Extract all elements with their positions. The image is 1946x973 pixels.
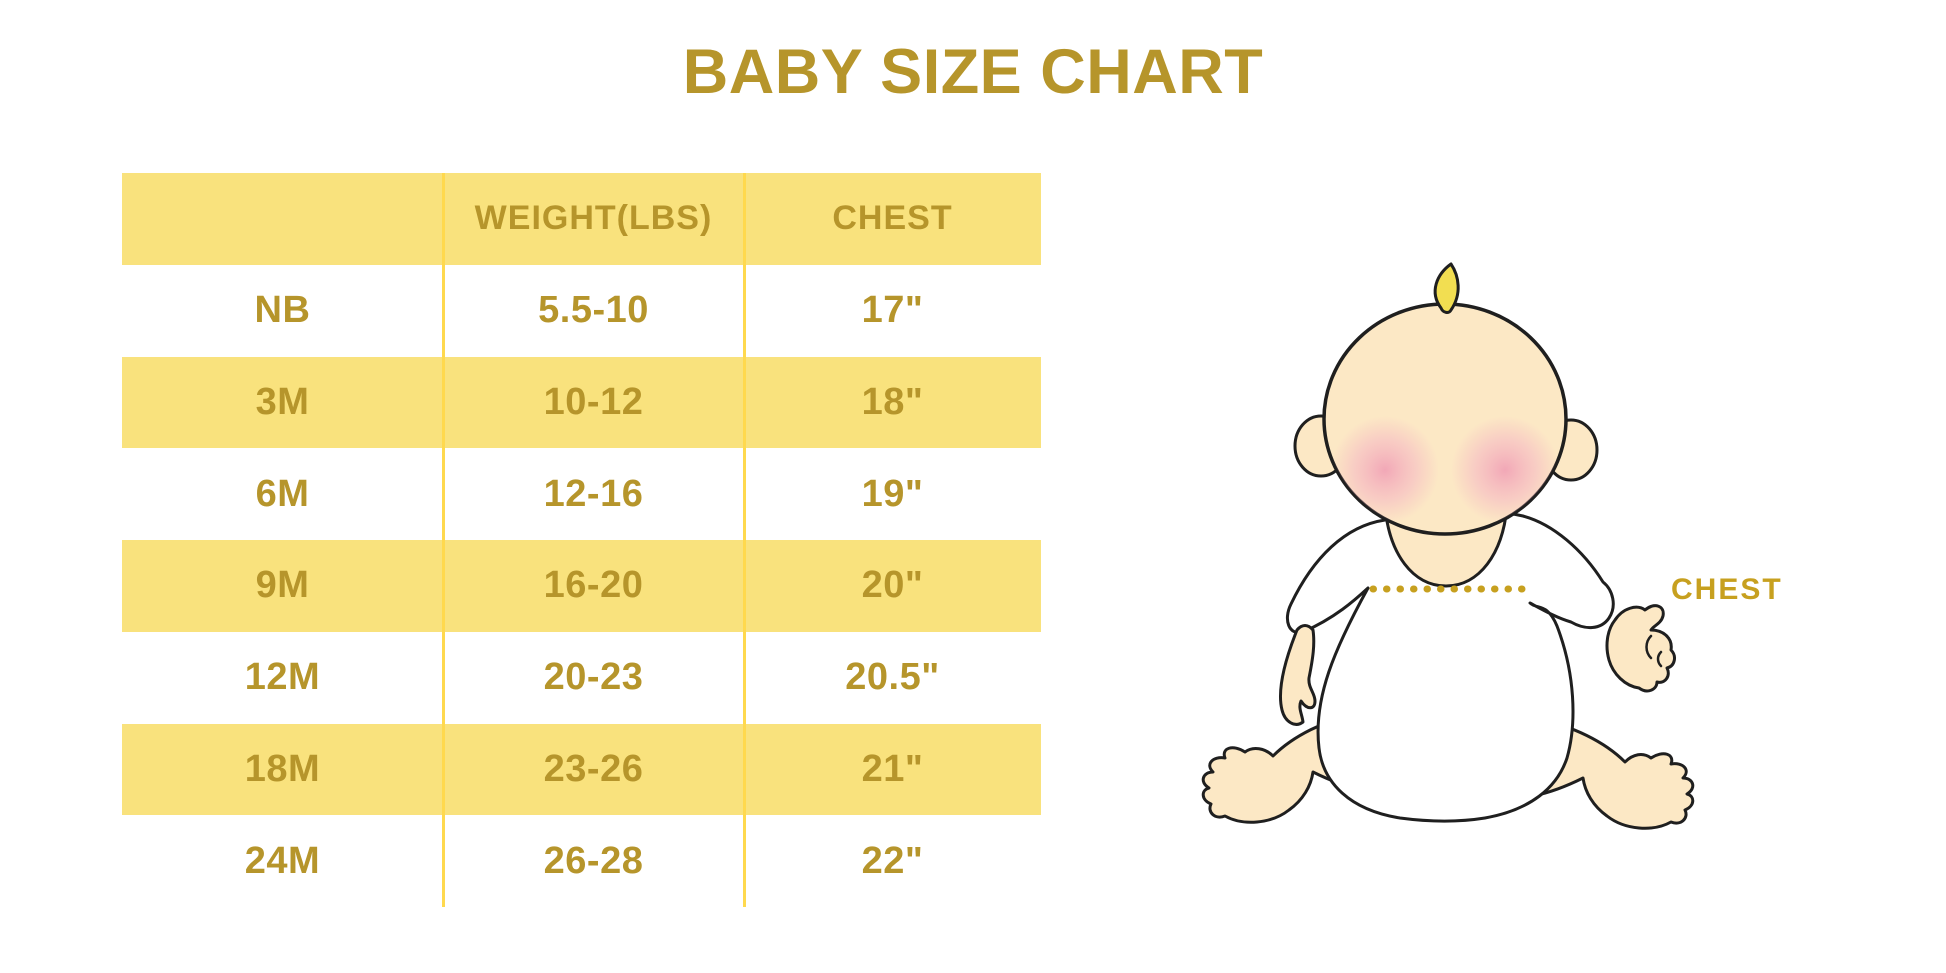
size-cell: NB — [254, 289, 311, 332]
weight-cell: 20-23 — [543, 656, 644, 699]
weight-cell: 12-16 — [543, 472, 644, 515]
size-cell: 12M — [244, 656, 321, 699]
baby-onesie — [1286, 508, 1615, 823]
chest-cell: 21" — [744, 723, 1041, 816]
weight-cell: 10-12 — [443, 356, 744, 449]
size-cell: 3M — [122, 356, 443, 449]
size-cell: 9M — [122, 540, 443, 632]
chest-cell: 22" — [861, 839, 924, 882]
column-divider — [442, 173, 445, 907]
size-cell: 6M — [255, 472, 310, 515]
baby-fist-fingers — [1645, 634, 1663, 668]
chest-cell: 20" — [744, 540, 1041, 632]
baby-illustration: CHEST — [1185, 258, 1805, 838]
weight-cell: 23-26 — [443, 723, 744, 816]
weight-cell: 5.5-10 — [538, 289, 649, 332]
chest-cell: 17" — [861, 289, 924, 332]
header-cell-size — [122, 173, 443, 265]
page-title: BABY SIZE CHART — [682, 37, 1264, 107]
weight-cell: 16-20 — [443, 540, 744, 632]
size-cell: 18M — [122, 723, 443, 816]
header-cell-chest: CHEST — [744, 173, 1041, 265]
weight-cell: 26-28 — [543, 839, 644, 882]
baby-blush-cheeks — [1331, 416, 1559, 524]
column-divider — [743, 173, 746, 907]
chest-cell: 20.5" — [845, 656, 940, 699]
chest-label: CHEST — [1671, 573, 1783, 606]
chest-cell: 18" — [744, 356, 1041, 449]
header-cell-weight: WEIGHT(LBS) — [443, 173, 744, 265]
size-table: WEIGHT(LBS) CHEST NB 5.5-10 17" 3M 10-12… — [122, 173, 1041, 907]
chest-cell: 19" — [861, 472, 924, 515]
size-cell: 24M — [244, 839, 321, 882]
baby-right-fist — [1605, 604, 1676, 693]
baby-hair-tuft — [1433, 262, 1460, 314]
baby-left-arm — [1278, 624, 1317, 726]
